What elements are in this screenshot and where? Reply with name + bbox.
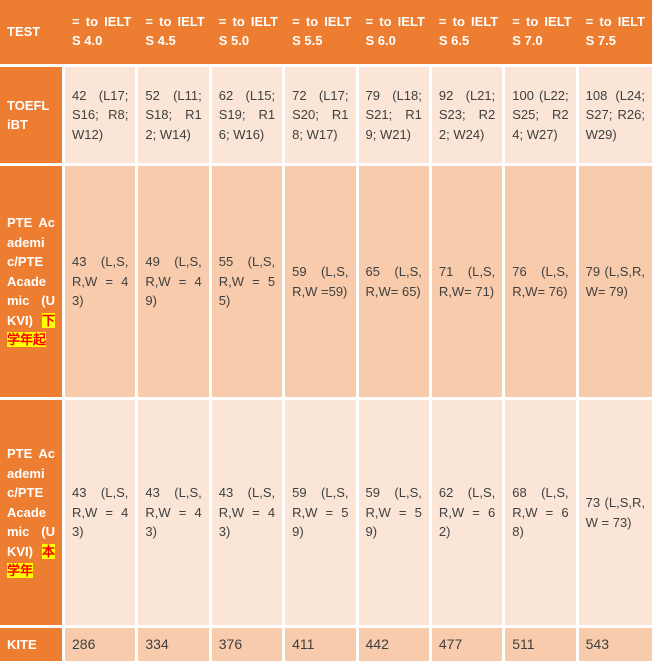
score-cell: 543 [578,628,652,661]
score-cell: 108 (L24; S27; R26; W29) [578,67,652,166]
column-header-ielts-7-0: = to IELTS 7.0 [505,0,579,67]
column-header-ielts-5-5: = to IELTS 5.5 [285,0,359,67]
score-cell: 43 (L,S,R,W = 43) [65,166,139,400]
column-header-ielts-4-5: = to IELTS 4.5 [138,0,212,67]
score-cell: 43 (L,S,R,W = 43) [65,400,139,628]
score-cell: 79 (L,S,R,W= 79) [578,166,652,400]
score-cell: 376 [211,628,286,661]
row-label-kite: KITE [0,628,65,661]
header-row: TEST = to IELTS 4.0 = to IELTS 4.5 = to … [0,0,652,67]
score-cell: 92 (L21; S23; R22; W24) [431,67,506,166]
score-cell: 286 [65,628,139,661]
score-cell: 76 (L,S,R,W= 76) [505,166,579,400]
score-cell: 42 (L17; S16; R8; W12) [65,67,139,166]
score-cell: 73 (L,S,R,W = 73) [578,400,652,628]
column-header-test: TEST [0,0,65,67]
row-label-text: TOEFL iBT [7,97,50,133]
score-cell: 442 [358,628,432,661]
column-header-ielts-6-0: = to IELTS 6.0 [358,0,432,67]
score-cell: 59 (L,S,R,W = 59) [358,400,432,628]
table-row-kite: KITE 286 334 376 411 442 477 511 543 [0,628,652,661]
column-header-ielts-6-5: = to IELTS 6.5 [431,0,506,67]
score-cell: 65 (L,S,R,W= 65) [358,166,432,400]
row-label-text: KITE [7,636,37,652]
row-label-text: PTE Academic/PTE Academic (UKVI) [7,446,55,559]
table-row-pte-next-year: PTE Academic/PTE Academic (UKVI) 下学年起 43… [0,166,652,400]
score-cell: 71 (L,S,R,W= 71) [431,166,506,400]
table-row-pte-current-year: PTE Academic/PTE Academic (UKVI) 本学年 43 … [0,400,652,628]
score-cell: 100 (L22; S25; R24; W27) [505,67,579,166]
row-label-toefl: TOEFL iBT [0,67,65,166]
score-cell: 411 [285,628,359,661]
score-cell: 334 [138,628,212,661]
score-cell: 49 (L,S,R,W = 49) [138,166,212,400]
score-cell: 477 [431,628,506,661]
score-cell: 59 (L,S,R,W = 59) [285,400,359,628]
table-row-toefl: TOEFL iBT 42 (L17; S16; R8; W12) 52 (L11… [0,67,652,166]
score-cell: 55 (L,S,R,W = 55) [211,166,286,400]
row-label-text: PTE Academic/PTE Academic (UKVI) [7,215,55,328]
score-cell: 68 (L,S,R,W = 68) [505,400,579,628]
score-cell: 62 (L,S,R,W = 62) [431,400,506,628]
score-cell: 62 (L15; S19; R16; W16) [211,67,286,166]
score-cell: 72 (L17; S20; R18; W17) [285,67,359,166]
score-cell: 43 (L,S,R,W = 43) [138,400,212,628]
score-cell: 79 (L18; S21; R19; W21) [358,67,432,166]
column-header-ielts-7-5: = to IELTS 7.5 [578,0,652,67]
row-label-pte-next-year: PTE Academic/PTE Academic (UKVI) 下学年起 [0,166,65,400]
column-header-ielts-5-0: = to IELTS 5.0 [211,0,286,67]
score-cell: 43 (L,S,R,W = 43) [211,400,286,628]
column-header-ielts-4-0: = to IELTS 4.0 [65,0,139,67]
score-cell: 52 (L11; S18; R12; W14) [138,67,212,166]
score-cell: 511 [505,628,579,661]
score-cell: 59 (L,S,R,W =59) [285,166,359,400]
row-label-pte-current-year: PTE Academic/PTE Academic (UKVI) 本学年 [0,400,65,628]
